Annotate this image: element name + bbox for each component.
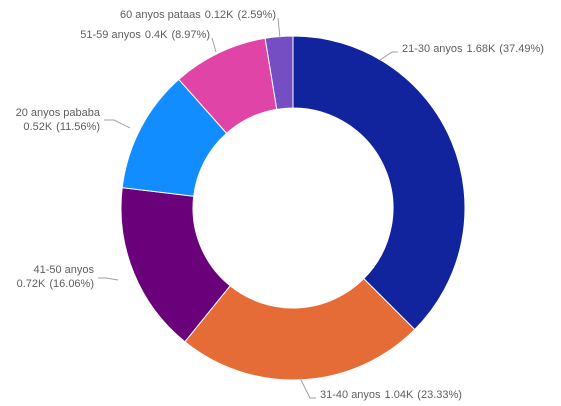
percentage-label: (37.49%) (499, 43, 544, 55)
category-label: 20 anyos pababa (16, 107, 101, 119)
value-label: 1.68K (467, 43, 496, 55)
leader-line (299, 377, 316, 399)
data-label: 60 anyos pataas 0.12K (2.59%) (120, 9, 276, 21)
value-label: 0.4K (145, 29, 168, 41)
data-label: 51-59 anyos 0.4K (8.97%) (80, 29, 210, 41)
donut-segment (184, 277, 416, 381)
donut-segment (264, 35, 294, 110)
percentage-label: (2.59%) (237, 9, 276, 21)
leader-line (379, 51, 398, 61)
category-label: 60 anyos pataas (120, 9, 201, 21)
leader-line (277, 17, 281, 39)
percentage-label: (8.97%) (171, 29, 210, 41)
data-label: 21-30 anyos 1.68K (37.49%) (402, 43, 544, 55)
category-label: 21-30 anyos (402, 43, 463, 55)
percentage-label: (11.56%) (56, 121, 100, 133)
category-label: 31-40 anyos (320, 389, 381, 401)
percentage-label: (23.33%) (417, 389, 462, 401)
category-label: 51-59 anyos (80, 29, 141, 41)
percentage-label: (16.06%) (49, 278, 94, 290)
data-label: 20 anyos pababa 0.52K (11.56%) (16, 107, 101, 133)
leader-line (104, 119, 131, 129)
value-label: 1.04K (385, 389, 414, 401)
value-label: 0.52K (23, 121, 52, 133)
leader-line (98, 277, 119, 281)
data-label: 41-50 anyos 0.72K (16.06%) (17, 264, 95, 290)
value-label: 0.12K (205, 9, 234, 21)
value-label: 0.72K (17, 278, 46, 290)
donut-segment (292, 35, 466, 331)
leader-line (211, 37, 217, 53)
category-label: 41-50 anyos (33, 264, 94, 276)
data-label: 31-40 anyos 1.04K (23.33%) (320, 389, 462, 401)
